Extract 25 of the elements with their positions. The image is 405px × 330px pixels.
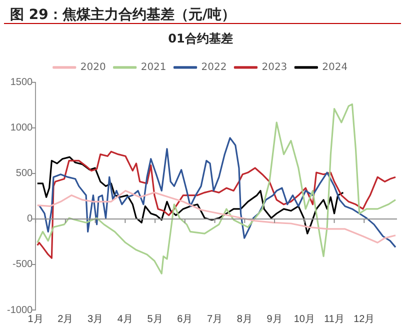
legend-label: 2021 bbox=[140, 62, 166, 73]
y-tick-label: 0 bbox=[27, 214, 34, 225]
x-tick-label: 5月 bbox=[147, 314, 163, 325]
x-tick-label: 2月 bbox=[58, 314, 74, 325]
legend-label: 2023 bbox=[262, 62, 288, 73]
x-tick-label: 8月 bbox=[236, 314, 252, 325]
y-tick-label: -1000 bbox=[7, 304, 34, 316]
x-tick-label: 11月 bbox=[324, 314, 344, 325]
y-tick-label: -500 bbox=[12, 259, 34, 270]
y-tick-label: 1500 bbox=[10, 77, 34, 88]
x-tick-label: 6月 bbox=[177, 314, 193, 325]
chart-subtitle: 01合约基差 bbox=[168, 31, 233, 46]
y-tick-label: 500 bbox=[16, 168, 34, 180]
x-tick-label: 10月 bbox=[294, 314, 315, 325]
chart-title: 图 29：焦煤主力合约基差（元/吨） bbox=[4, 0, 401, 24]
y-tick-label: 1000 bbox=[10, 122, 34, 134]
x-tick-label: 12月 bbox=[354, 314, 375, 325]
x-tick-label: 4月 bbox=[117, 314, 133, 325]
legend-label: 2020 bbox=[80, 62, 106, 73]
legend-label: 2022 bbox=[201, 62, 227, 73]
x-tick-label: 7月 bbox=[207, 314, 223, 325]
x-tick-label: 3月 bbox=[88, 314, 104, 325]
x-tick-label: 9月 bbox=[266, 314, 282, 325]
legend-label: 2024 bbox=[322, 62, 348, 73]
x-tick-label: 1月 bbox=[28, 314, 44, 325]
